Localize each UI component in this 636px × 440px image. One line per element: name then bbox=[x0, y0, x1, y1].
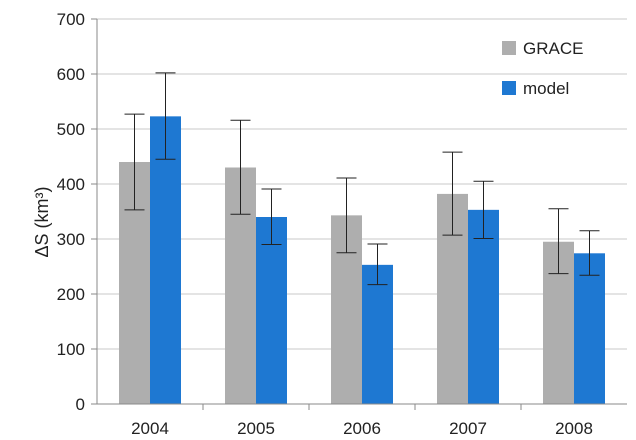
legend: GRACE model bbox=[502, 39, 583, 98]
y-tick-label: 100 bbox=[57, 340, 85, 359]
x-tick-label: 2004 bbox=[131, 419, 169, 438]
bar-model-2006 bbox=[362, 264, 393, 404]
y-tick-label: 600 bbox=[57, 65, 85, 84]
bars bbox=[119, 116, 605, 404]
y-tick-labels: 0 100 200 300 400 500 600 700 bbox=[57, 10, 85, 414]
legend-label-grace: GRACE bbox=[523, 39, 583, 58]
legend-label-model: model bbox=[523, 79, 569, 98]
x-tick-labels: 2004 2005 2006 2007 2008 bbox=[131, 419, 593, 438]
bar-model-2008 bbox=[574, 253, 605, 404]
bar-model-2004 bbox=[150, 116, 181, 404]
error-bars bbox=[124, 72, 600, 286]
y-tick-label: 700 bbox=[57, 10, 85, 29]
y-axis-title: ΔS (km³) bbox=[32, 186, 52, 257]
y-tick-label: 500 bbox=[57, 120, 85, 139]
y-tick-label: 300 bbox=[57, 230, 85, 249]
x-tick-label: 2006 bbox=[343, 419, 381, 438]
y-tick-label: 400 bbox=[57, 175, 85, 194]
legend-swatch-model bbox=[502, 81, 516, 95]
legend-swatch-grace bbox=[502, 41, 516, 55]
bar-model-2005 bbox=[256, 217, 287, 404]
axes bbox=[96, 19, 627, 410]
bar-model-2007 bbox=[468, 209, 499, 404]
x-tick-label: 2008 bbox=[555, 419, 593, 438]
y-tick-label: 0 bbox=[76, 395, 85, 414]
y-tick-label: 200 bbox=[57, 285, 85, 304]
x-tick-label: 2005 bbox=[237, 419, 275, 438]
x-tick-label: 2007 bbox=[449, 419, 487, 438]
